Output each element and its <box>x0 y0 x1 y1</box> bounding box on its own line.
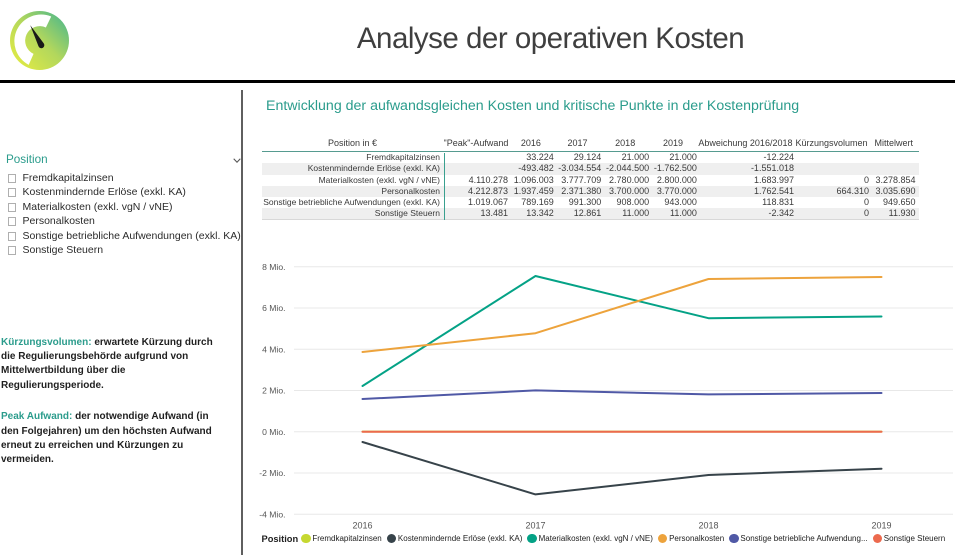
svg-text:4 Mio.: 4 Mio. <box>262 344 285 354</box>
svg-text:8 Mio.: 8 Mio. <box>262 262 285 272</box>
svg-text:2018: 2018 <box>698 521 718 531</box>
svg-text:2016: 2016 <box>352 521 372 531</box>
svg-text:2 Mio.: 2 Mio. <box>262 386 285 396</box>
svg-text:2019: 2019 <box>871 521 891 531</box>
svg-text:0 Mio.: 0 Mio. <box>262 427 285 437</box>
svg-text:2017: 2017 <box>525 521 545 531</box>
svg-text:6 Mio.: 6 Mio. <box>262 303 285 313</box>
svg-text:-4 Mio.: -4 Mio. <box>259 509 285 519</box>
svg-text:-2 Mio.: -2 Mio. <box>259 468 285 478</box>
